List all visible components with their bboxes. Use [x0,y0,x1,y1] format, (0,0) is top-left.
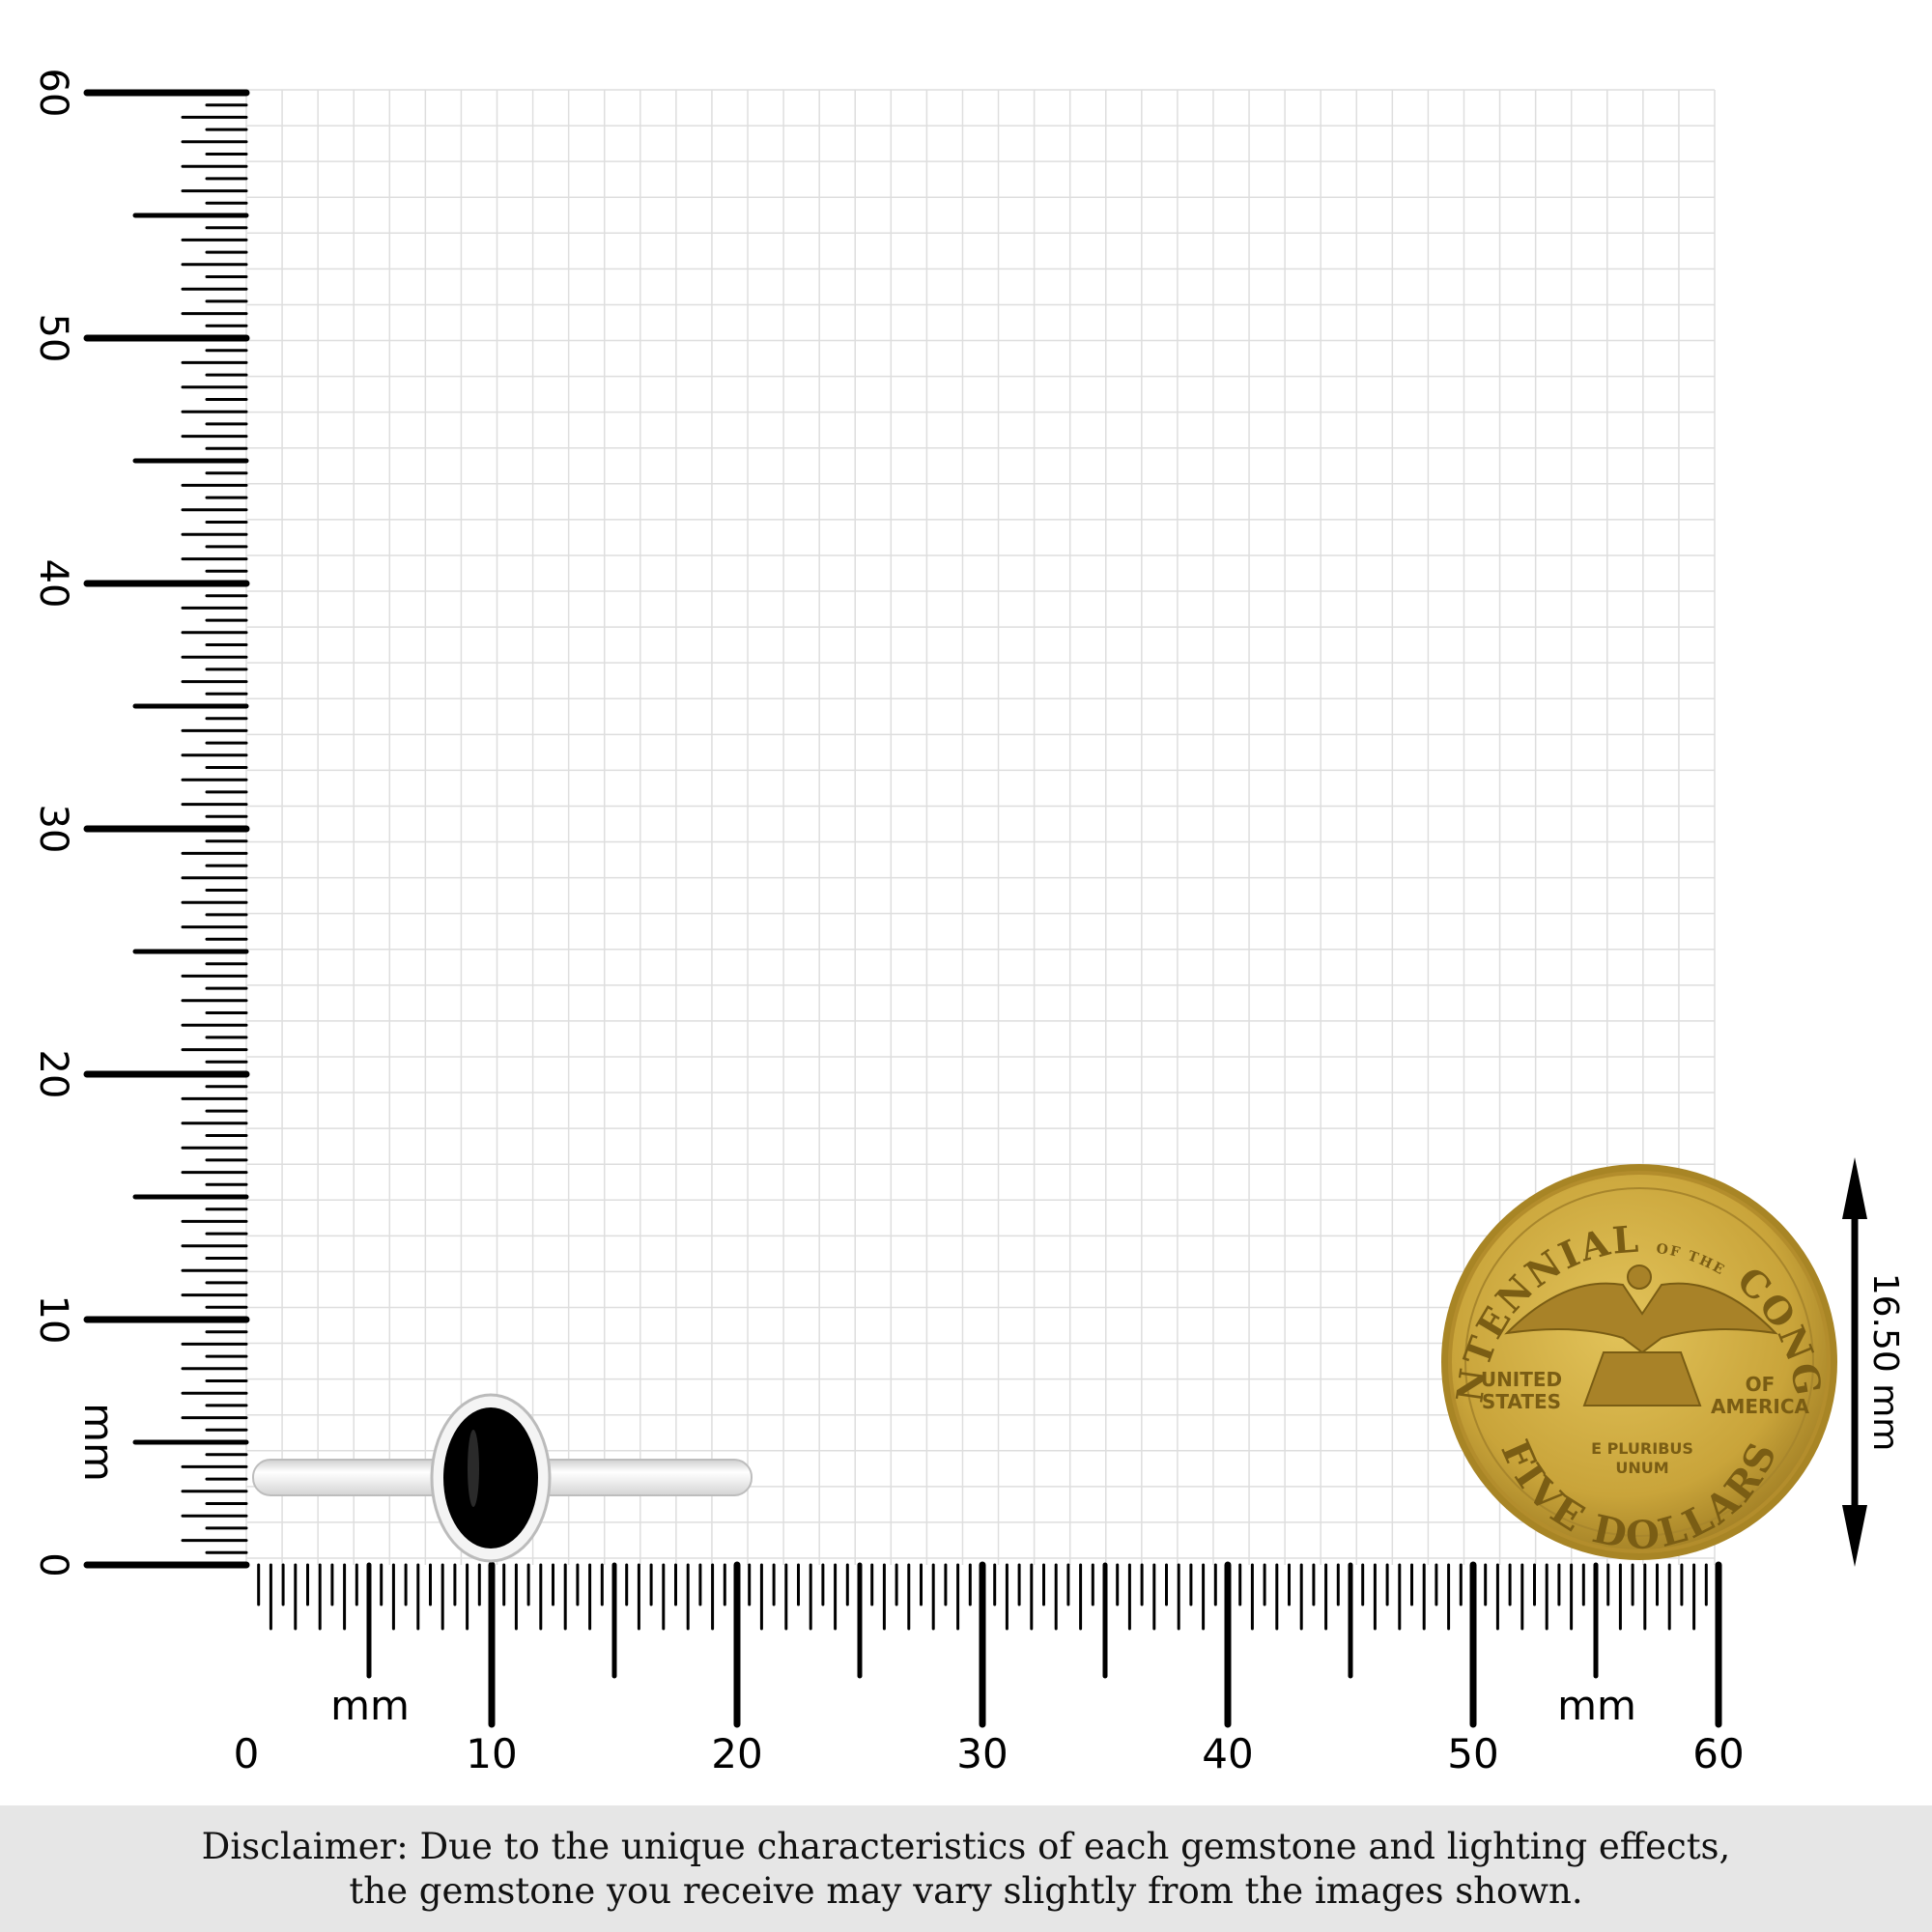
coin-motto-line1: E PLURIBUS [1591,1439,1693,1458]
disclaimer-line-1: Disclaimer: Due to the unique characteri… [201,1825,1731,1867]
horizontal-ruler-label: 20 [711,1730,762,1777]
vertical-ruler-label: 0 [31,1552,75,1577]
diameter-arrow-icon [1842,1157,1867,1567]
stone-highlight [468,1430,479,1507]
horizontal-ruler-label: 60 [1692,1730,1744,1777]
disclaimer-line-2: the gemstone you receive may vary slight… [349,1869,1583,1912]
horizontal-ruler-labels: 0 10 20 30 40 50 60 [234,1730,1745,1777]
eagle-icon [1504,1264,1778,1406]
vertical-ruler-label: 50 [31,314,75,363]
coin-diameter-label: 16.50 mm [1865,1273,1905,1452]
coin-motto-line2: UNUM [1615,1459,1668,1477]
vertical-ruler-labels: 0 10 20 30 40 50 60 [31,69,75,1577]
horizontal-ruler-label: 50 [1447,1730,1498,1777]
coin-left-line2: STATES [1482,1390,1561,1413]
coin-left-line1: UNITED [1481,1368,1562,1391]
horizontal-ruler-label: 0 [234,1730,260,1777]
horizontal-ruler-label: 10 [466,1730,517,1777]
vertical-unit-label: mm [75,1403,123,1482]
disclaimer-banner: Disclaimer: Due to the unique characteri… [0,1805,1932,1932]
vertical-ruler-label: 30 [31,805,75,854]
horizontal-unit-label-left: mm [330,1682,410,1729]
vertical-ruler-label: 20 [31,1050,75,1099]
grid [245,89,1716,1565]
horizontal-ruler-label: 40 [1202,1730,1253,1777]
horizontal-unit-label-right: mm [1557,1682,1636,1729]
horizontal-ruler-label: 30 [956,1730,1008,1777]
coin-right-line2: AMERICA [1711,1395,1810,1418]
coin-right-line1: OF [1746,1373,1776,1396]
ring-image [252,1393,753,1563]
reference-coin: BICENTENNIAL OF THE CONGRESS FIVE DOLLAR… [0,0,1837,1560]
ring-stone [443,1407,538,1548]
ruler-ticks [83,89,1722,1728]
vertical-ruler-label: 60 [31,69,75,118]
vertical-ruler-label: 10 [31,1295,75,1345]
vertical-ruler-label: 40 [31,559,75,609]
